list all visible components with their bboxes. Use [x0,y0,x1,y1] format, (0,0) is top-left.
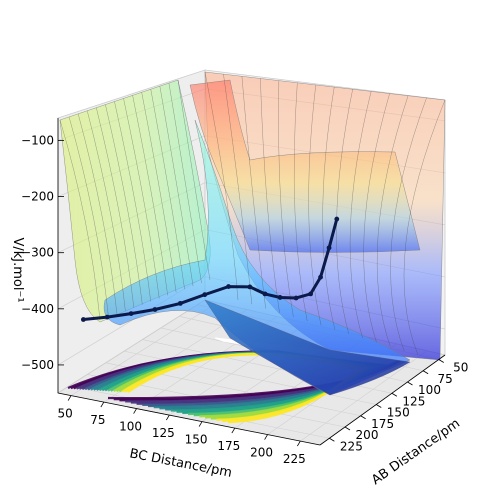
x-tick-label: 50 [57,407,72,421]
x-tick-mark [133,408,137,414]
mesh-line [322,87,336,330]
trajectory-point [226,284,231,289]
mesh-line [223,74,253,305]
y-tick-label: 175 [371,417,394,431]
z-tick-label: −500 [21,358,54,372]
z-axis-ticks: −100 −200 −300 −400 −500 [21,133,64,372]
trajectory-point [128,311,134,316]
y-tick-mark [376,404,382,408]
trajectory-series [80,216,340,322]
trajectory-point [308,291,314,297]
y-tick-mark [438,359,444,363]
mesh-line [308,84,322,326]
mesh-line [105,104,143,305]
trajectory-point [104,314,110,320]
trajectory-point [334,216,340,222]
x-tick-mark [264,434,268,440]
x-tick-mark [166,414,170,421]
mesh-line [376,95,409,347]
mesh-line [114,101,151,302]
z-axis-label: V/kJ.mol⁻¹ [10,237,25,302]
trajectory-point [152,307,158,312]
x-tick-label: 150 [185,433,208,447]
x-tick-label: 125 [152,426,175,440]
trajectory-point [177,300,183,306]
x-tick-label: 75 [90,413,105,427]
mesh-line [87,110,126,311]
y-tick-mark [422,370,429,375]
mesh-line [349,91,372,339]
mesh-line [141,92,177,293]
trajectory-point [247,284,253,290]
surface-floor [204,299,411,396]
axes [57,118,446,446]
x-tick-mark [297,440,301,447]
x-tick-label: 175 [217,439,240,453]
y-tick-label: 75 [437,372,452,386]
y-tick-mark [391,392,398,397]
mesh-line [123,98,160,299]
mesh-line [168,83,202,284]
mesh-line [260,78,280,313]
trajectory-point [262,291,268,297]
mesh-line [77,113,118,314]
mesh-line [390,97,427,351]
x-axis-ticks: 50 75 100 125 150 175 200 225 [57,395,306,466]
x-tick-label: 100 [119,420,142,434]
x-tick-mark [67,395,72,401]
y-tick-mark [360,415,366,420]
x-tick-mark [198,421,203,427]
mesh-line [150,89,185,290]
x-tick-label: 200 [250,446,273,460]
y-tick-mark [329,437,335,442]
z-tick-label: −300 [21,246,54,260]
mesh-line [159,86,194,287]
x-tick-label: 225 [283,452,306,466]
mesh-line [204,71,239,301]
y-tick-mark [407,381,413,386]
z-tick-label: −400 [21,302,54,316]
mesh-line [59,119,101,321]
mesh-line [403,99,446,356]
x-axis-line [57,392,321,446]
trajectory-point [293,295,299,301]
z-tick-label: −200 [21,190,54,204]
trajectory-point [318,274,323,280]
mesh-line [96,107,135,308]
y-tick-label: 150 [387,406,410,420]
y-axis-line [319,354,446,446]
y-tick-label: 100 [418,383,441,397]
mesh-line [278,80,294,317]
mesh-line [132,95,168,296]
mesh-line [68,116,109,317]
y-tick-label: 125 [402,394,425,408]
x-tick-mark [100,401,105,408]
y-tick-label: 200 [356,428,379,442]
trajectory-point [80,317,86,322]
x-tick-mark [231,427,236,434]
x-grid-line [300,350,428,442]
trajectory-point [202,292,208,298]
y-tick-label: 50 [453,361,468,375]
mesh-line [363,93,390,343]
z-tick-label: −100 [21,133,54,147]
y-tick-mark [344,426,351,431]
potential-surface [59,71,446,396]
mesh-line [241,76,266,309]
trajectory-point [326,245,332,251]
trajectory-point [277,295,283,300]
y-tick-label: 225 [340,439,363,453]
